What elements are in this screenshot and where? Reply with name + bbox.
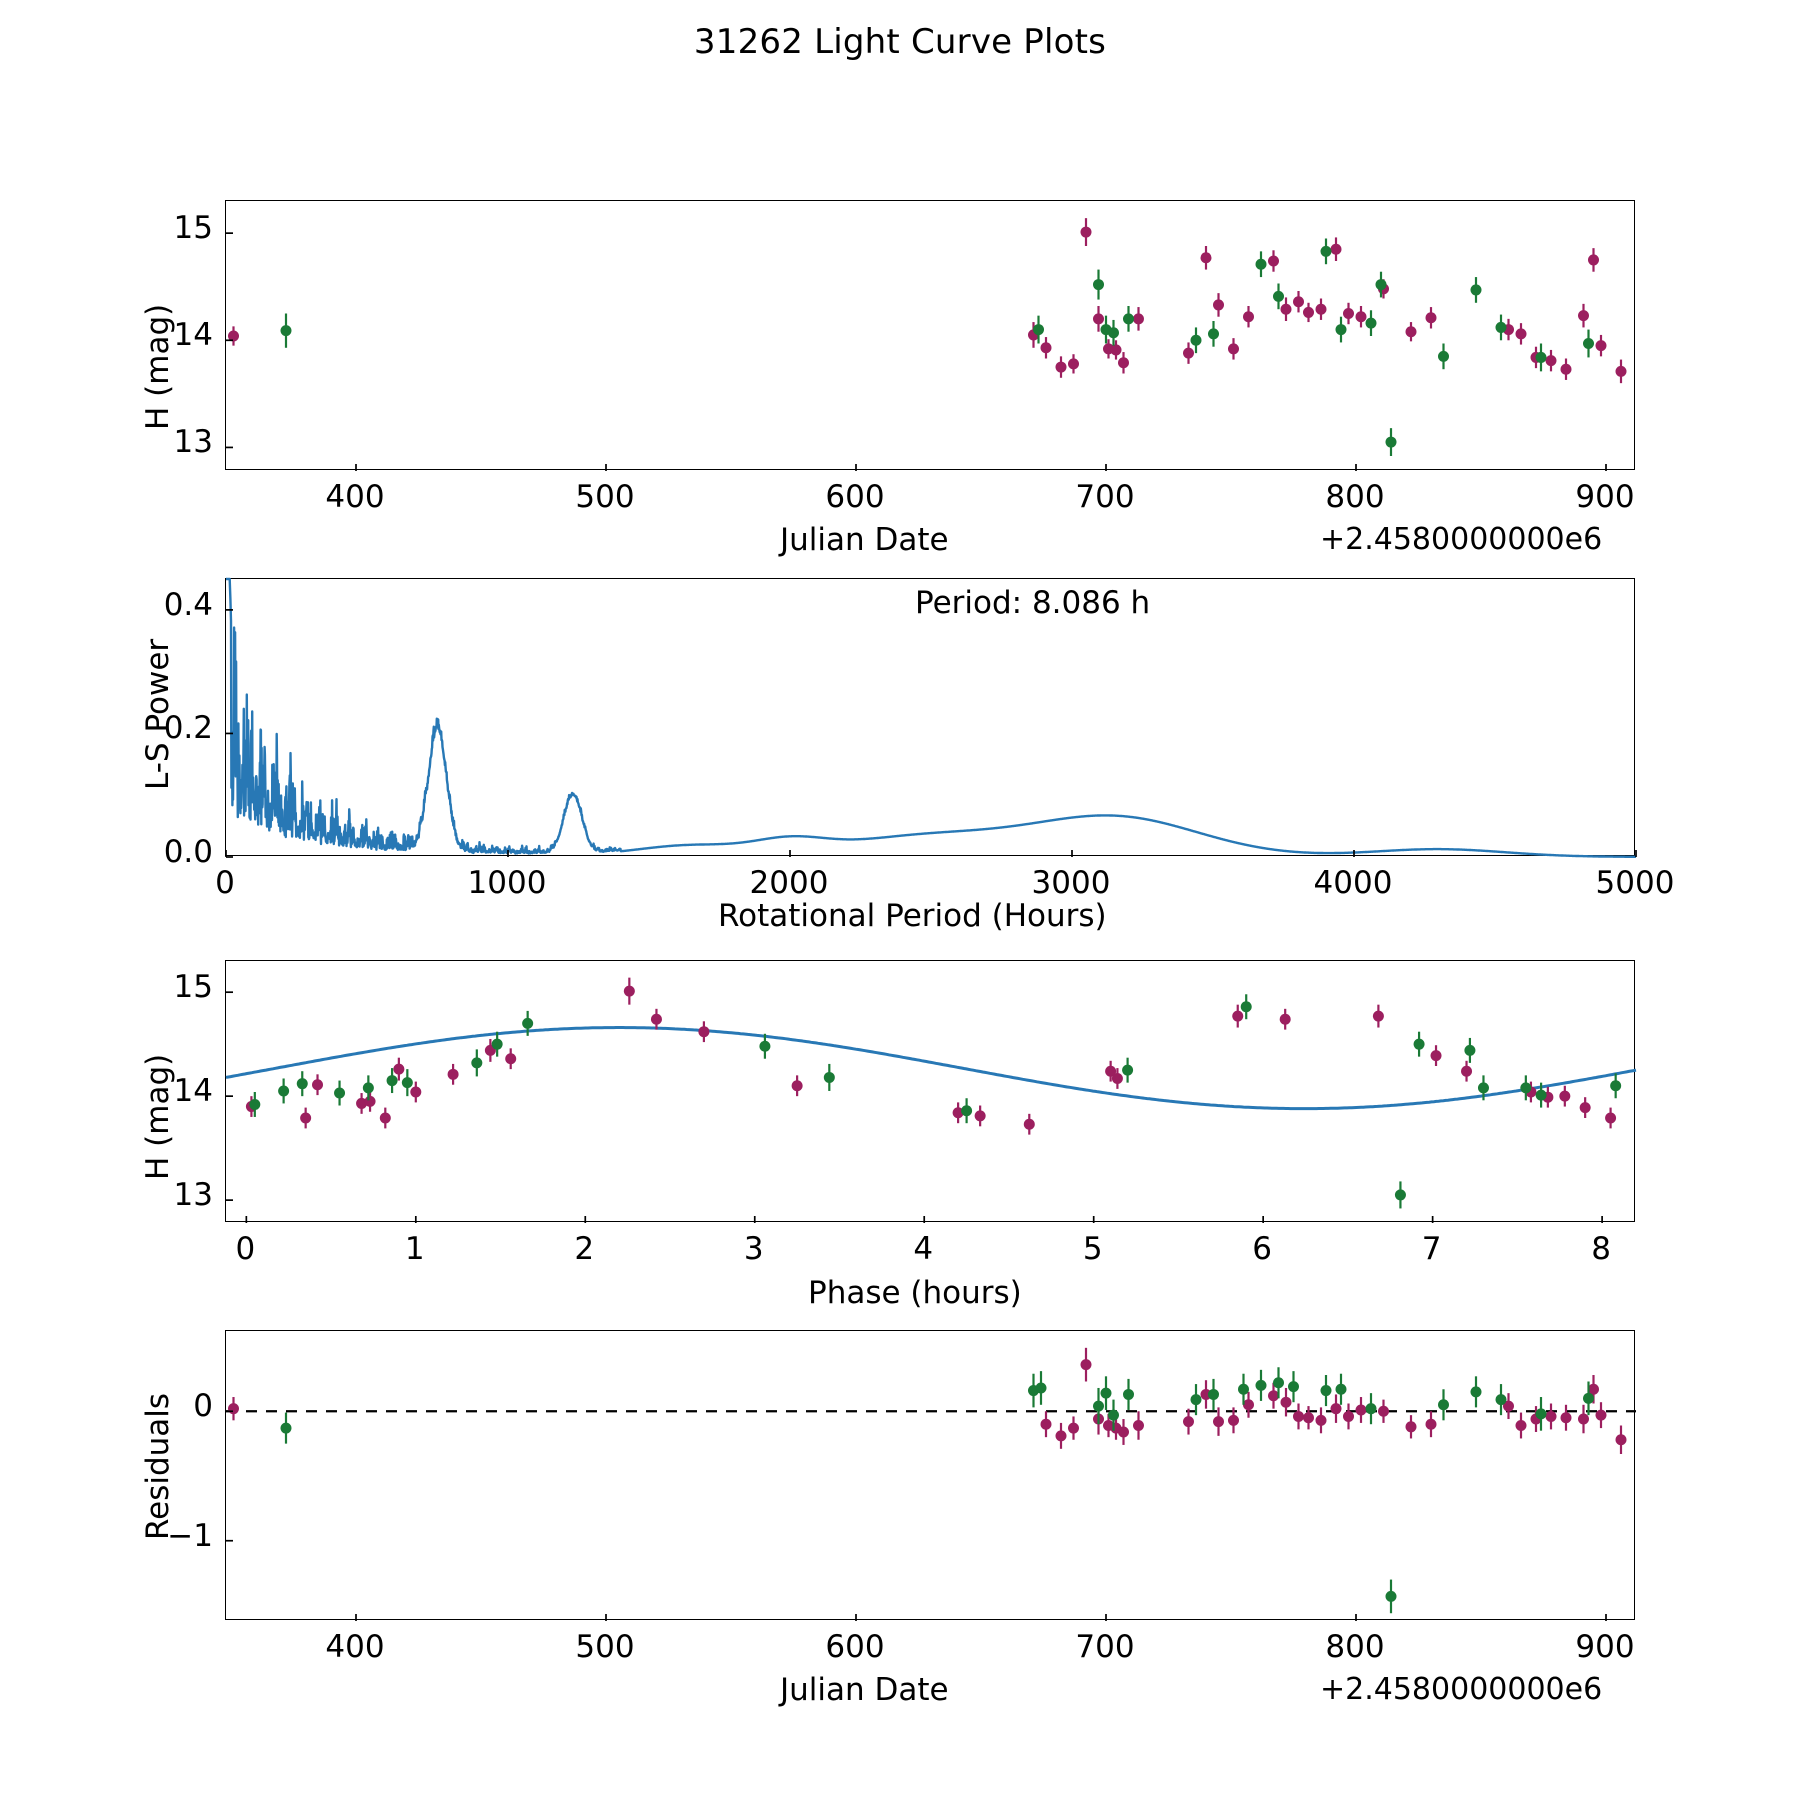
phase-folded-xtick-6: 6 (1252, 1231, 1273, 1267)
phase-folded-xtick-1: 1 (404, 1231, 425, 1267)
phase-folded-xtick-8: 8 (1591, 1231, 1611, 1267)
residuals-ytick-0: 0 (193, 1388, 213, 1425)
periodogram-xtick-1000: 1000 (467, 865, 547, 901)
lightcurve-xtick-400: 400 (325, 479, 385, 515)
residuals-xtick-900: 900 (1575, 1629, 1635, 1665)
residuals-ytick--1: −1 (167, 1517, 213, 1554)
lightcurve-ytick-15: 15 (173, 210, 213, 247)
lightcurve-x-offset-text: +2.4580000000e6 (1320, 522, 1603, 557)
periodogram-period-annotation: Period: 8.086 h (915, 585, 1151, 621)
phase-folded-model-curve (225, 1026, 1637, 1111)
residuals-plot-area (226, 1347, 1636, 1621)
residuals-xlabel: Julian Date (780, 1672, 949, 1708)
series-series_a (228, 1347, 1627, 1454)
periodogram-plot-area (225, 577, 1637, 858)
lightcurve-ytick-14: 14 (173, 317, 213, 354)
phase-folded-xtick-0: 0 (235, 1231, 256, 1267)
phase-folded-ytick-14: 14 (173, 1073, 213, 1110)
lightcurve-xtick-700: 700 (1075, 479, 1135, 515)
phase-folded-xtick-2: 2 (574, 1231, 595, 1267)
phase-folded-xtick-7: 7 (1421, 1231, 1442, 1267)
phase-folded-axes (225, 960, 1637, 1223)
periodogram-ytick-0: 0.0 (163, 834, 213, 870)
series-series_b (249, 994, 1622, 1209)
phase-folded-ytick-13: 13 (173, 1177, 213, 1214)
residuals-xtick-700: 700 (1075, 1629, 1135, 1665)
series-series_b (280, 238, 1594, 456)
periodogram-xlabel: Rotational Period (Hours) (718, 898, 1107, 934)
lightcurve-axes (225, 200, 1635, 471)
phase-folded-xlabel: Phase (hours) (808, 1275, 1022, 1311)
phase-folded-ytick-15: 15 (173, 969, 213, 1006)
periodogram-axes (225, 577, 1637, 858)
periodogram-xtick-0: 0 (215, 865, 235, 901)
phase-folded-plot-area (225, 977, 1637, 1223)
lightcurve-xtick-600: 600 (825, 479, 885, 515)
lightcurve-ytick-13: 13 (173, 424, 213, 461)
periodogram-xtick-4000: 4000 (1313, 865, 1393, 901)
residuals-xtick-800: 800 (1325, 1629, 1385, 1665)
lightcurve-xtick-800: 800 (1325, 479, 1385, 515)
series-series_a (228, 218, 1627, 384)
periodogram-xtick-5000: 5000 (1595, 865, 1675, 901)
residuals-axes (225, 1330, 1636, 1621)
periodogram-xtick-2000: 2000 (749, 865, 829, 901)
periodogram-xtick-3000: 3000 (1031, 865, 1111, 901)
lightcurve-xlabel: Julian Date (780, 522, 949, 558)
periodogram-ytick-0.2: 0.2 (163, 710, 213, 747)
periodogram-ytick-0.4: 0.4 (163, 586, 213, 623)
phase-folded-xtick-3: 3 (743, 1231, 764, 1267)
periodogram-line (225, 577, 1637, 858)
lightcurve-xtick-900: 900 (1575, 479, 1635, 515)
series-series_b (280, 1367, 1594, 1614)
figure-title: 31262 Light Curve Plots (693, 22, 1107, 62)
phase-folded-xtick-4: 4 (913, 1231, 934, 1267)
residuals-xtick-400: 400 (325, 1629, 385, 1665)
residuals-x-offset-text: +2.4580000000e6 (1320, 1672, 1603, 1707)
residuals-xtick-600: 600 (825, 1629, 885, 1665)
lightcurve-xtick-500: 500 (575, 479, 635, 515)
series-series_a (245, 977, 1617, 1135)
residuals-xtick-500: 500 (575, 1629, 635, 1665)
phase-folded-xtick-5: 5 (1082, 1231, 1103, 1267)
lightcurve-plot-area (226, 218, 1627, 471)
